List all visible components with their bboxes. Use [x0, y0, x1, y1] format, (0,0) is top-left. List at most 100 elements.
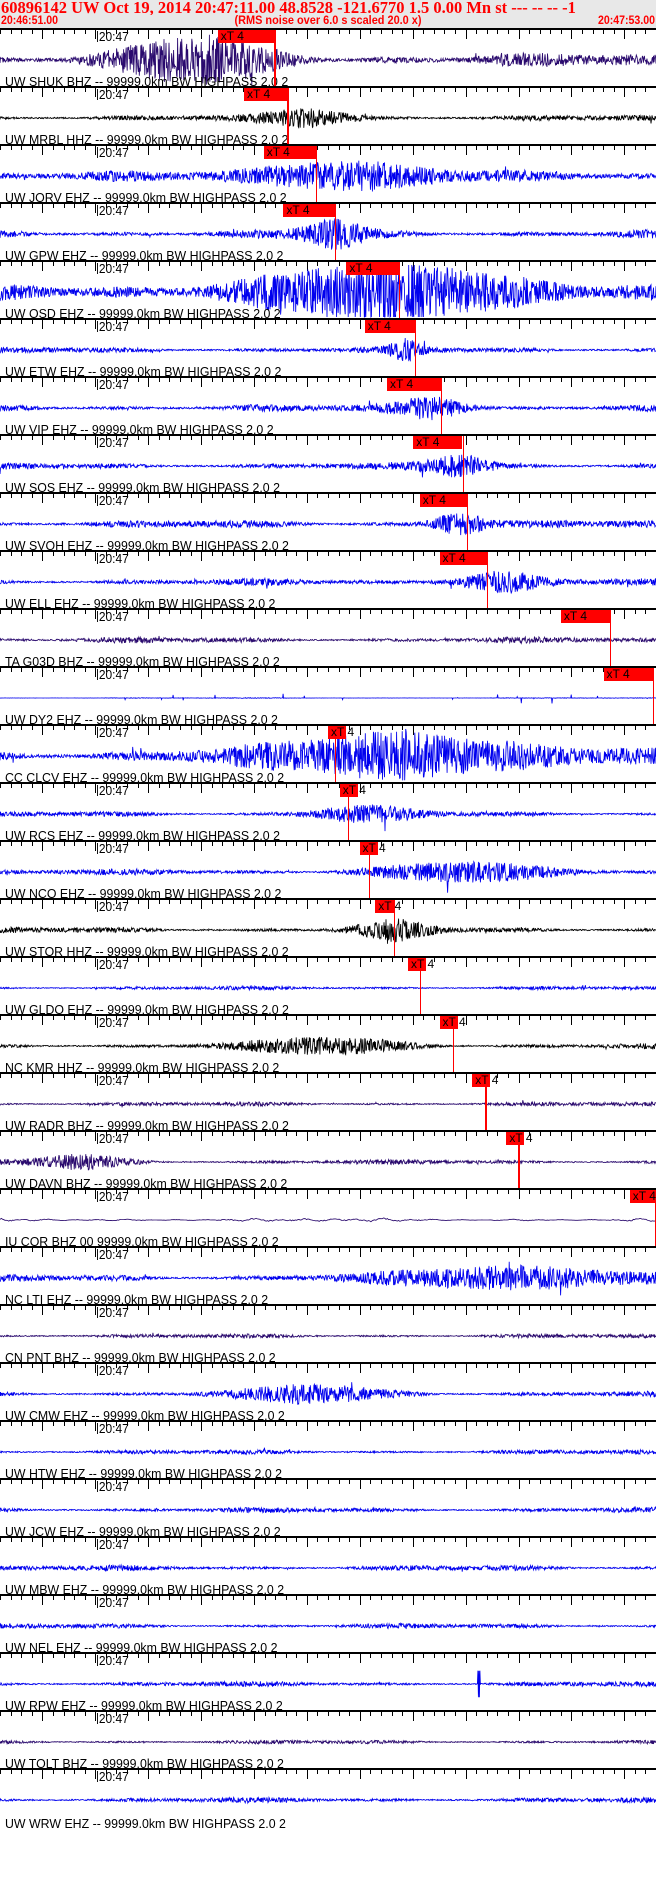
amplitude-scale-badge[interactable]: xT 4: [439, 552, 487, 565]
amplitude-scale-badge[interactable]: xT 4: [603, 668, 653, 681]
amplitude-scale-badge[interactable]: xT 4: [439, 1016, 466, 1029]
waveform-trace: [0, 1217, 656, 1223]
phase-pick-line[interactable]: [652, 668, 655, 724]
trace-station-label: UW CMW EHZ -- 99999.0km BW HIGHPASS 2.0 …: [5, 1408, 285, 1422]
waveform-trace: [0, 804, 656, 832]
phase-pick-line[interactable]: [440, 378, 443, 434]
amplitude-scale-badge[interactable]: xT 4: [629, 1190, 656, 1203]
phase-pick-line[interactable]: [518, 1132, 520, 1188]
axis-time-label: 20:47: [97, 1016, 129, 1030]
phase-pick-line[interactable]: [334, 726, 336, 782]
amplitude-scale-badge[interactable]: xT 4: [419, 494, 468, 507]
axis-time-label: 20:47: [97, 1654, 129, 1668]
phase-pick-line[interactable]: [610, 610, 612, 666]
trace-row[interactable]: 20:47 xT 4 UW SOS EHZ -- 99999.0km BW HIGH…: [0, 436, 656, 494]
phase-pick-line[interactable]: [274, 30, 276, 86]
trace-row[interactable]: 20:47 xT 4 UW STOR HHZ -- 99999.0km BW HIG…: [0, 900, 656, 958]
waveform-trace: [0, 860, 656, 893]
trace-row[interactable]: 20:47 UW TOLT BHZ -- 99999.0km BW HIGHPAS…: [0, 1712, 656, 1770]
trace-row[interactable]: 20:47 xT 4 UW NCO EHZ -- 99999.0km BW HIGH…: [0, 842, 656, 900]
axis-time-label: 20:47: [97, 30, 129, 44]
trace-row[interactable]: 20:47 xT 4 UW GPW EHZ -- 99999.0km BW HIGH…: [0, 204, 656, 262]
trace-row[interactable]: 20:47 xT 4 UW SHUK BHZ -- 99999.0km BW HIG…: [0, 30, 656, 88]
amplitude-scale-badge[interactable]: xT 4: [472, 1074, 498, 1087]
amplitude-scale-badge[interactable]: xT 4: [244, 88, 288, 101]
phase-pick-line[interactable]: [467, 494, 469, 550]
rms-noise-note: (RMS noise over 6.0 s scaled 20.0 x): [234, 15, 422, 27]
amplitude-scale-badge[interactable]: xT 4: [359, 842, 386, 855]
trace-row[interactable]: 20:47 UW HTW EHZ -- 99999.0km BW HIGHPASS…: [0, 1422, 656, 1480]
waveform-trace: [0, 984, 656, 992]
axis-time-label: 20:47: [97, 1422, 129, 1436]
amplitude-scale-badge[interactable]: xT 4: [560, 610, 611, 623]
phase-pick-line[interactable]: [419, 958, 422, 1014]
trace-row[interactable]: 20:47 UW WRW EHZ -- 99999.0km BW HIGHPASS…: [0, 1770, 656, 1828]
waveform-trace: [0, 454, 656, 478]
trace-row[interactable]: 20:47 NC LTI EHZ -- 99999.0km BW HIGHPASS…: [0, 1248, 656, 1306]
trace-row[interactable]: 20:47 xT 4 UW DY2 EHZ -- 99999.0km BW HIGH…: [0, 668, 656, 726]
amplitude-scale-badge[interactable]: xT 4: [413, 436, 463, 449]
amplitude-scale-badge[interactable]: xT 4: [283, 204, 335, 217]
event-header-title: 60896142 UW Oct 19, 2014 20:47:11.00 48.…: [1, 0, 576, 17]
trace-row[interactable]: 20:47 xT 4 UW SVQH EHZ -- 99999.0km BW HIG…: [0, 494, 656, 552]
trace-row[interactable]: 20:47 xT 4 UW JORV EHZ -- 99999.0km BW HIG…: [0, 146, 656, 204]
trace-row[interactable]: 20:47 xT 4 NC KMR HHZ -- 99999.0km BW HIGH…: [0, 1016, 656, 1074]
trace-row[interactable]: 20:47 UW NEL EHZ -- 99999.0km BW HIGHPASS…: [0, 1596, 656, 1654]
amplitude-scale-badge[interactable]: xT 4: [408, 958, 434, 971]
trace-row[interactable]: 20:47 xT 4 UW OSD EHZ -- 99999.0km BW HIGH…: [0, 262, 656, 320]
phase-pick-line[interactable]: [347, 784, 350, 840]
phase-pick-line[interactable]: [654, 1190, 656, 1246]
trace-row[interactable]: 20:47 CN PNT BHZ -- 99999.0km BW HIGHPASS…: [0, 1306, 656, 1364]
waveform-trace: [0, 1261, 656, 1296]
amplitude-scale-badge[interactable]: xT 4: [339, 784, 366, 797]
trace-row[interactable]: 20:47 xT 4 UW ELL EHZ -- 99999.0km BW HIGH…: [0, 552, 656, 610]
trace-row[interactable]: 20:47 xT 4 UW VIP EHZ -- 99999.0km BW HIGH…: [0, 378, 656, 436]
phase-pick-line[interactable]: [486, 552, 489, 608]
phase-pick-line[interactable]: [393, 900, 395, 956]
phase-pick-line[interactable]: [315, 146, 317, 202]
waveform-trace: [0, 513, 656, 536]
waveform-trace: [0, 1332, 656, 1340]
trace-row[interactable]: 20:47 xT 4 IU COR BHZ 00 99999.0km BW HIGH…: [0, 1190, 656, 1248]
trace-row[interactable]: 20:47 xT 4 UW MRBL HHZ -- 99999.0km BW HIG…: [0, 88, 656, 146]
trace-row[interactable]: 20:47 UW RPW EHZ -- 99999.0km BW HIGHPASS…: [0, 1654, 656, 1712]
phase-pick-line[interactable]: [462, 436, 464, 492]
phase-pick-line[interactable]: [398, 262, 401, 318]
trace-row[interactable]: 20:47 xT 4 UW GLDO EHZ -- 99999.0km BW HIG…: [0, 958, 656, 1016]
trace-station-label: CC CLCV EHZ -- 99999.0km BW HIGHPASS 2.0…: [5, 770, 285, 784]
amplitude-scale-badge[interactable]: xT 4: [375, 900, 401, 913]
trace-station-label: IU COR BHZ 00 99999.0km BW HIGHPASS 2.0 …: [5, 1234, 279, 1248]
phase-pick-line[interactable]: [368, 842, 371, 898]
phase-pick-line[interactable]: [452, 1016, 454, 1072]
trace-row[interactable]: 20:47 UW CMW EHZ -- 99999.0km BW HIGHPASS…: [0, 1364, 656, 1422]
phase-pick-line[interactable]: [287, 88, 289, 144]
trace-station-label: UW RADR BHZ -- 99999.0km BW HIGHPASS 2.0…: [5, 1118, 289, 1132]
trace-row[interactable]: 20:47 UW MBW EHZ -- 99999.0km BW HIGHPASS…: [0, 1538, 656, 1596]
amplitude-scale-badge[interactable]: xT 4: [328, 726, 354, 739]
axis-time-label: 20:47: [97, 1364, 129, 1378]
trace-row[interactable]: 20:47 xT 4 UW ETW EHZ -- 99999.0km BW HIGH…: [0, 320, 656, 378]
trace-station-label: UW RPW EHZ -- 99999.0km BW HIGHPASS 2.0 …: [5, 1698, 283, 1712]
trace-station-label: UW GLDO EHZ -- 99999.0km BW HIGHPASS 2.0…: [5, 1002, 289, 1016]
waveform-trace: [0, 1505, 656, 1514]
trace-row[interactable]: 20:47 xT 4 UW DAVN BHZ -- 99999.0km BW HIG…: [0, 1132, 656, 1190]
trace-row[interactable]: 20:47 xT 4 CC CLCV EHZ -- 99999.0km BW HIG…: [0, 726, 656, 784]
trace-row[interactable]: 20:47 UW JCW EHZ -- 99999.0km BW HIGHPASS…: [0, 1480, 656, 1538]
phase-pick-line[interactable]: [414, 320, 416, 376]
amplitude-scale-badge[interactable]: xT 4: [346, 262, 399, 275]
window-start-time: 20:46:51.00: [1, 15, 59, 27]
trace-station-label: TA G03D BHZ -- 99999.0km BW HIGHPASS 2.0…: [5, 654, 280, 668]
amplitude-scale-badge[interactable]: xT 4: [217, 30, 275, 43]
amplitude-scale-badge[interactable]: xT 4: [364, 320, 415, 333]
phase-pick-line[interactable]: [485, 1074, 487, 1130]
phase-pick-line[interactable]: [334, 204, 336, 260]
trace-row[interactable]: 20:47 xT 4 UW RCS EHZ -- 99999.0km BW HIGH…: [0, 784, 656, 842]
trace-station-label: UW VIP EHZ -- 99999.0km BW HIGHPASS 2.0 …: [5, 422, 274, 436]
amplitude-scale-badge[interactable]: xT 4: [387, 378, 441, 391]
trace-row[interactable]: 20:47 xT 4 TA G03D BHZ -- 99999.0km BW HIG…: [0, 610, 656, 668]
trace-row[interactable]: 20:47 xT 4 UW RADR BHZ -- 99999.0km BW HIG…: [0, 1074, 656, 1132]
amplitude-scale-badge[interactable]: xT 4: [263, 146, 316, 159]
trace-station-label: UW HTW EHZ -- 99999.0km BW HIGHPASS 2.0 …: [5, 1466, 283, 1480]
trace-station-label: NC KMR HHZ -- 99999.0km BW HIGHPASS 2.0 …: [5, 1060, 280, 1074]
amplitude-scale-badge[interactable]: xT 4: [506, 1132, 533, 1145]
